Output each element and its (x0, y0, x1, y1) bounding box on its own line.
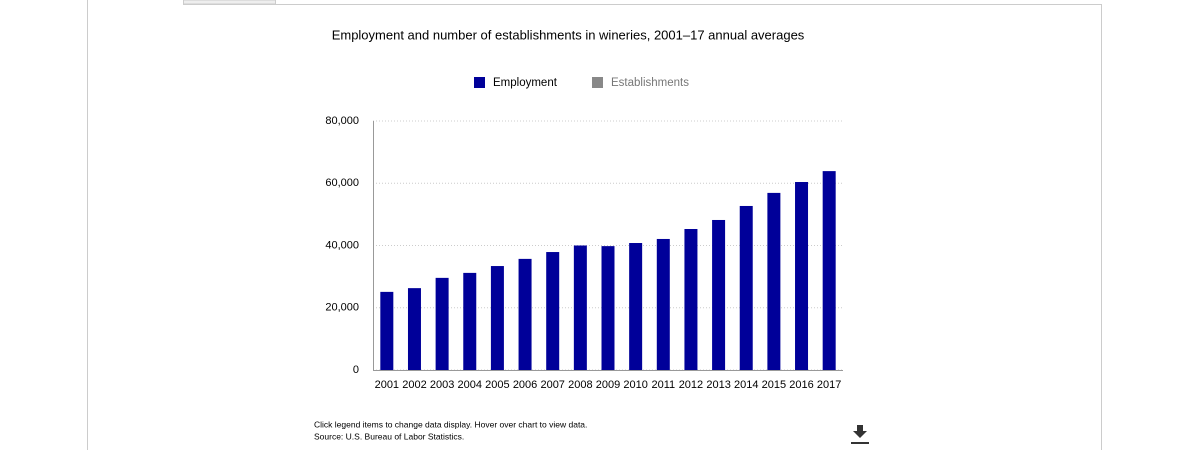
legend-swatch[interactable] (592, 77, 603, 88)
y-tick-label: 20,000 (325, 302, 359, 314)
x-tick-label: 2014 (734, 379, 758, 391)
bar[interactable] (656, 238, 670, 370)
x-tick-label: 2015 (762, 379, 786, 391)
x-tick-label: 2013 (706, 379, 730, 391)
y-tick-label: 40,000 (325, 239, 359, 251)
x-tick-label: 2008 (568, 379, 592, 391)
legend-swatch[interactable] (474, 77, 485, 88)
bar[interactable] (601, 246, 615, 370)
x-tick-label: 2009 (596, 379, 620, 391)
x-tick-label: 2007 (540, 379, 564, 391)
chart-title: Employment and number of establishments … (332, 27, 805, 42)
x-tick-label: 2001 (375, 379, 399, 391)
x-tick-label: 2010 (623, 379, 647, 391)
x-tick-label: 2005 (485, 379, 509, 391)
bar[interactable] (629, 243, 643, 370)
bar[interactable] (546, 252, 560, 370)
x-tick-label: 2004 (458, 379, 482, 391)
x-tick-label: 2016 (789, 379, 813, 391)
note: Source: U.S. Bureau of Labor Statistics. (314, 431, 464, 441)
bar[interactable] (380, 291, 394, 370)
y-tick-label: 60,000 (325, 177, 359, 189)
bar[interactable] (518, 258, 532, 370)
legend-label[interactable]: Employment (493, 77, 558, 89)
x-tick-label: 2011 (651, 379, 675, 391)
bar[interactable] (407, 288, 421, 370)
y-tick-label: 80,000 (325, 115, 359, 127)
x-tick-label: 2002 (402, 379, 426, 391)
bar[interactable] (684, 229, 698, 370)
bar[interactable] (712, 219, 726, 370)
bar[interactable] (435, 277, 449, 370)
x-tick-label: 2003 (430, 379, 454, 391)
legend-label[interactable]: Establishments (611, 77, 689, 89)
x-tick-label: 2017 (817, 379, 841, 391)
tab[interactable] (183, 0, 276, 5)
bar[interactable] (573, 245, 587, 371)
x-tick-label: 2012 (679, 379, 703, 391)
bar[interactable] (767, 192, 781, 370)
bar[interactable] (822, 171, 836, 370)
bar[interactable] (795, 182, 809, 370)
bar[interactable] (463, 272, 477, 370)
bar[interactable] (739, 205, 753, 370)
y-tick-label: 0 (353, 364, 359, 376)
x-tick-label: 2006 (513, 379, 537, 391)
bar[interactable] (490, 266, 504, 370)
note: Click legend items to change data displa… (314, 419, 587, 429)
download-icon[interactable] (851, 425, 869, 444)
